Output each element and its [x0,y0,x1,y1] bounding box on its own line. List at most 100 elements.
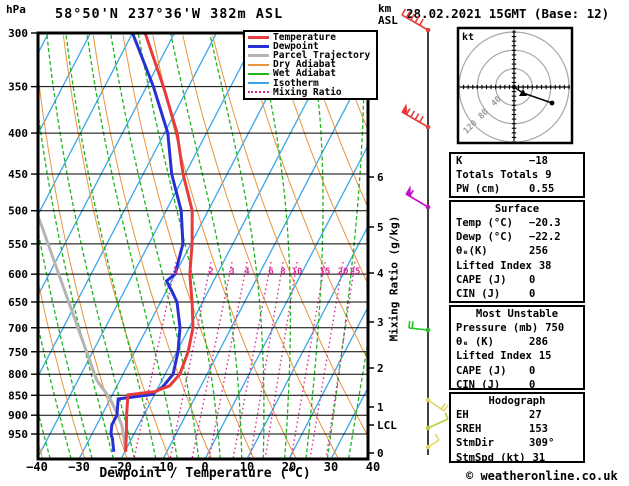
svg-text:−30: −30 [68,460,90,474]
station-title: 58°50'N 237°36'W 382m ASL [55,6,284,22]
svg-text:500: 500 [8,205,28,218]
wind-barb [405,185,431,210]
panel-row-label: SREH [456,423,482,436]
legend-label: Dry Adiabat [273,59,336,71]
svg-text:−10: −10 [152,460,174,474]
svg-text:2: 2 [208,267,213,277]
mixing-ratio-axis-label: Mixing Ratio (g/kg) [387,215,401,342]
panel-row-value: 750 [545,322,565,334]
panel-row-label: Pressure (mb) [456,322,539,334]
mixing-ratio-labels: 1 2 3 4 6 8 10 15 20 25 [173,267,360,277]
panel-row-label: CIN (J) [456,378,501,391]
legend-swatch [248,36,269,40]
svg-text:15: 15 [320,267,331,277]
svg-text:350: 350 [8,81,28,94]
svg-text:20: 20 [338,267,349,277]
panel-row-value: −20.3 [529,217,561,229]
panel-row-value: −18 [529,155,548,167]
panel-row-value: 309° [529,437,555,450]
panel-row-value: 0 [529,378,536,391]
panel-row-value: 27 [529,409,542,421]
svg-text:600: 600 [8,268,28,281]
panel-row-label: CIN (J) [456,288,501,301]
svg-text:3: 3 [377,316,384,329]
legend-item: Wet Adiabat [248,69,376,79]
legend-swatch [248,82,269,85]
svg-text:−20: −20 [110,460,132,474]
panel-row-label: Lifted Index [456,259,532,272]
hodograph-ring-label: 80 [477,107,491,121]
sounding-curves [38,33,195,452]
panel-row-label: CAPE (J) [456,273,507,286]
wind-barb [408,320,431,333]
legend-swatch [248,45,269,49]
hodograph-ring-label: 120 [462,119,480,137]
km-axis: 6 5 4 3 2 1 LCL 0 [368,171,397,460]
panel-row: θₑ (K) 286 [451,335,583,349]
legend-item: Isotherm [248,77,376,89]
wind-barb [401,103,431,130]
legend-label: Parcel Trajectory [273,50,371,62]
panel-row: Totals Totals 9 [451,168,583,182]
svg-text:6: 6 [268,267,273,277]
panel-row-label: Temp (°C) [456,217,513,229]
svg-text:−40: −40 [26,460,48,474]
altitude-axis-unit: km [378,2,392,15]
wind-barb [425,433,440,450]
wet-adiabat-lines [38,33,368,459]
svg-text:6: 6 [377,171,384,184]
panel-row: Lifted Index 15 [451,349,583,363]
hodograph-unit-label: kt [462,32,474,43]
svg-text:30: 30 [324,460,338,474]
panel-row-label: θₑ (K) [456,336,494,349]
background-line-families [38,33,368,459]
svg-text:950: 950 [8,428,28,441]
svg-text:750: 750 [8,346,28,359]
svg-text:5: 5 [377,221,384,234]
panel-header: Surface [494,203,540,215]
svg-text:4: 4 [377,267,384,280]
storm-motion-marker [519,89,527,96]
indices-panel: K −18 Totals Totals 9 PW (cm) 0.55 [449,152,585,198]
temperature-curve [124,33,195,452]
copyright: © weatheronline.co.uk [466,469,618,483]
mixing-ratio-lines [133,261,356,459]
pressure-tick-labels: 300 350 400 450 500 550 600 650 700 750 800 850 900 9… [8,27,28,441]
panel-row-value: 153 [529,423,548,436]
svg-text:400: 400 [8,127,28,140]
svg-text:10: 10 [240,460,254,474]
legend-item: Dewpoint [248,42,376,51]
panel-row-label: θₑ(K) [456,245,488,258]
svg-text:1: 1 [173,267,178,277]
indices-panel: Most Unstable Pressure (mb) 750 θₑ (K) 286 Li… [449,305,585,392]
chart-date-title: 28.02.2021 15GMT (Base: 12) [406,6,610,21]
svg-text:550: 550 [8,238,28,251]
legend-item: Dry Adiabat [248,59,376,71]
panel-row: StmSpd (kt) 31 [451,451,583,465]
panel-row-label: StmSpd (kt) [456,451,526,464]
panel-row-value: 256 [529,245,548,258]
panel-row: CAPE (J) 0 [451,364,583,378]
indices-panel: Hodograph EH 27 SREH 153 StmDir 309° StmSpd (kt… [449,392,585,465]
legend-label: Isotherm [273,77,319,89]
panel-row-value: 0 [529,364,536,377]
panel-row-value: 31 [532,451,546,464]
panel-row-value: 15 [538,350,552,363]
isotherm-lines [38,33,368,459]
panel-row-label: Totals Totals [456,169,539,182]
svg-text:2: 2 [377,362,384,375]
panel-row-label: EH [456,409,469,421]
altitude-axis-datum: ASL [378,14,398,27]
panel-row-label: Lifted Index [456,350,532,363]
panel-row: Temp (°C) −20.3 [451,216,583,230]
indices-panel: Surface Temp (°C) −20.3 Dewp (°C) −22.2 θₑ(K)… [449,200,585,303]
temperature-tick-labels: −40 −30 −20 −10 0 10 20 30 40 [26,460,380,474]
panel-row-value: 0 [529,288,536,301]
svg-text:40: 40 [366,460,380,474]
legend-item: Temperature [248,33,376,42]
panel-row: StmDir 309° [451,436,583,450]
panel-row-label: Dewp (°C) [456,231,513,244]
panel-row: CIN (J) 0 [451,378,583,392]
legend-swatch [248,54,269,58]
